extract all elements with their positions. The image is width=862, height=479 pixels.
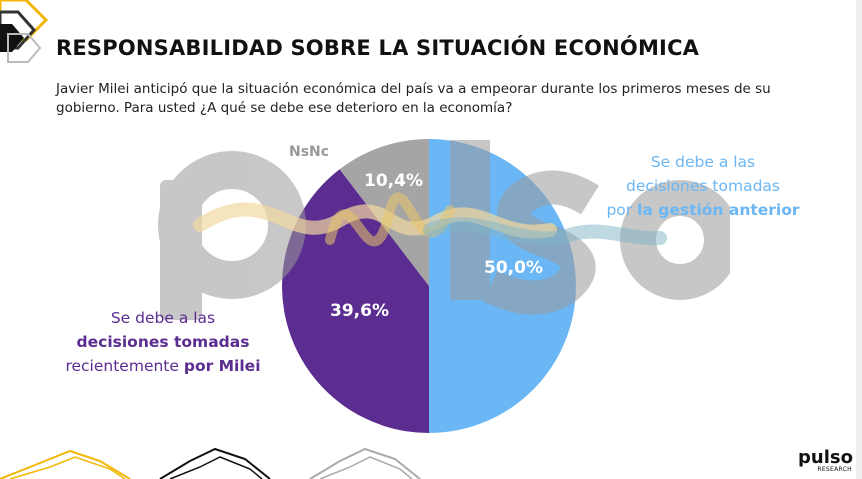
- legend-bold: por Milei: [183, 357, 261, 375]
- legend-nsnc: NsNc: [289, 144, 330, 160]
- legend-plain: por: [606, 201, 638, 219]
- legend-line: por la gestión anterior: [598, 198, 808, 222]
- legend-line: recientemente por Milei: [48, 354, 278, 378]
- legend-line: Se debe a las: [110, 309, 216, 327]
- legend-bold: la gestión anterior: [637, 201, 800, 219]
- legend-plain: recientemente: [65, 357, 184, 375]
- pie-slice-1: [282, 169, 429, 433]
- legend-line: decisiones tomadas: [48, 330, 278, 354]
- slice-label-gestion-anterior: 50,0%: [484, 258, 543, 278]
- corner-logo-icon: [0, 0, 49, 63]
- slice-label-nsnc: 10,4%: [364, 171, 423, 191]
- legend-line: decisiones tomadas: [625, 177, 780, 195]
- scrollbar-track[interactable]: [856, 0, 862, 479]
- page-subtitle: Javier Milei anticipó que la situación e…: [56, 81, 771, 116]
- brand-logo: pulso RESEARCH: [798, 447, 853, 473]
- slice-label-milei: 39,6%: [330, 301, 389, 321]
- logo-text: pulso: [798, 447, 853, 468]
- watermark-logo: [158, 140, 730, 320]
- logo-subtext: RESEARCH: [817, 466, 852, 473]
- page-title: RESPONSABILIDAD SOBRE LA SITUACIÓN ECONÓ…: [56, 36, 700, 60]
- legend-gestion-anterior: Se debe a las decisiones tomadas por la …: [598, 150, 808, 222]
- bottom-decoration: [0, 447, 421, 479]
- legend-line: Se debe a las: [650, 153, 756, 171]
- legend-milei: Se debe a las decisiones tomadas recient…: [48, 306, 278, 378]
- legend-bold: decisiones tomadas: [76, 333, 250, 351]
